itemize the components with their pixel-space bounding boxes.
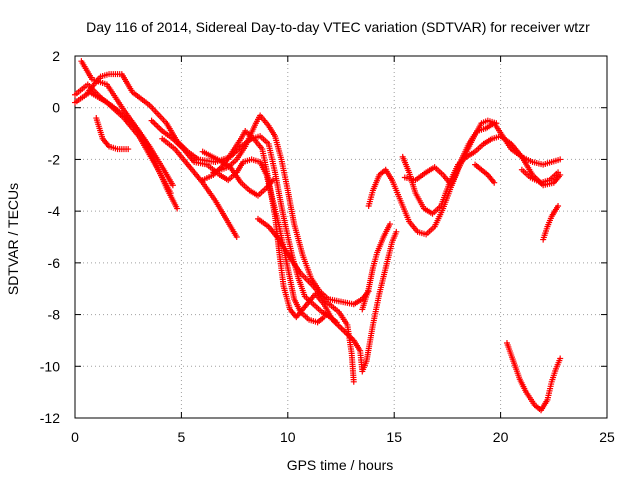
series-track-12 (359, 221, 393, 313)
data-point (169, 182, 176, 189)
series-track-4 (93, 115, 132, 153)
y-tick-label: 2 (52, 48, 60, 64)
axis-ticks: 0 5 10 15 20 25 -12 -10 -8 -6 -4 -2 0 2 (40, 48, 615, 445)
data-point (174, 205, 181, 212)
series-track-18 (540, 202, 562, 243)
data-point (320, 314, 327, 321)
series-track-7 (159, 135, 240, 240)
series-track-17 (518, 166, 562, 186)
data-point (555, 202, 562, 209)
series-track-3 (78, 58, 176, 189)
plot-frame (74, 55, 608, 419)
data-point (557, 355, 564, 362)
x-tick-label: 20 (493, 429, 509, 445)
series-track-16 (472, 161, 498, 186)
series-track-10 (199, 127, 400, 375)
y-tick-label: -10 (40, 358, 60, 374)
x-axis-label: GPS time / hours (287, 457, 394, 473)
x-tick-label: 10 (280, 429, 296, 445)
y-axis-label: SDTVAR / TECUs (5, 183, 21, 295)
data-point (233, 234, 240, 240)
x-tick-label: 15 (386, 429, 402, 445)
data-point (167, 190, 174, 197)
x-tick-label: 25 (599, 429, 615, 445)
x-tick-label: 5 (178, 429, 186, 445)
data-point (125, 146, 132, 153)
data-point (386, 221, 393, 228)
y-tick-label: -6 (48, 255, 61, 271)
y-tick-label: -12 (40, 410, 60, 426)
x-tick-label: 0 (71, 429, 79, 445)
series-track-14 (399, 133, 564, 217)
series-track-15 (401, 117, 500, 189)
data-point (491, 179, 498, 186)
data-point (557, 156, 564, 163)
data-point (493, 120, 500, 127)
series-track-19 (503, 340, 564, 414)
y-tick-label: -2 (48, 151, 61, 167)
series-track-11 (255, 215, 357, 385)
data-point (350, 378, 357, 385)
series-track-9 (210, 112, 372, 308)
chart-title: Day 116 of 2014, Sidereal Day-to-day VTE… (86, 19, 590, 35)
y-tick-label: -8 (48, 307, 61, 323)
y-tick-label: -4 (48, 203, 61, 219)
y-tick-label: 0 (52, 100, 60, 116)
data-series (72, 58, 564, 414)
data-point (393, 228, 400, 235)
data-point (555, 169, 562, 176)
